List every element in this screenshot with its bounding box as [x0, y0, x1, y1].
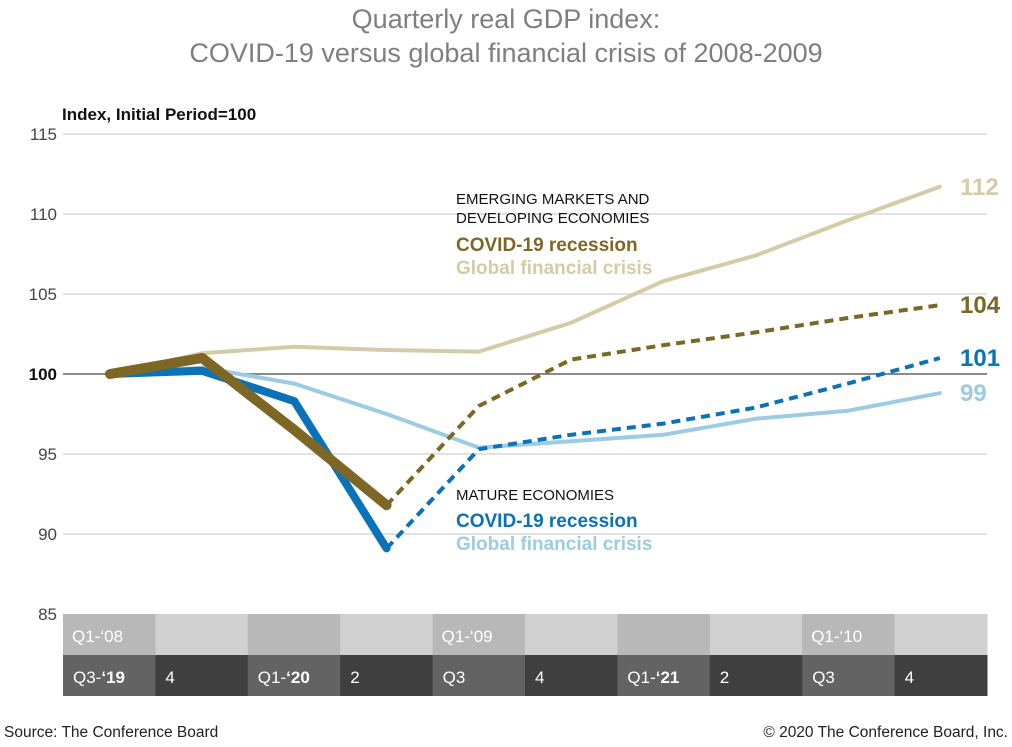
x-tick-label-gfc-text: Q1-‘10: [811, 627, 862, 646]
x-tick-label-covid-text: 2: [350, 668, 359, 687]
legend-em-gfc: Global financial crisis: [456, 258, 652, 279]
x-band-gfc-cell: [155, 614, 249, 655]
x-band-covid-cell: [155, 655, 249, 696]
x-band-gfc-cell: [247, 614, 341, 655]
x-band-covid-cell: [709, 655, 803, 696]
y-axis-label: Index, Initial Period=100: [62, 105, 256, 124]
x-tick-label-covid-text: Q1-: [258, 668, 286, 687]
x-band-covid-cell: [247, 655, 341, 696]
y-tick-label: 90: [38, 525, 57, 544]
y-tick-label: 110: [30, 205, 57, 224]
legend-mature-covid: COVID-19 recession: [456, 511, 638, 532]
y-tick-label: 115: [30, 125, 57, 144]
x-band-covid-cell: [802, 655, 896, 696]
x-tick-label-gfc-text: Q1-‘09: [442, 627, 493, 646]
x-band-covid-cell: [432, 655, 526, 696]
x-tick-label-covid: 4: [165, 668, 174, 687]
x-band-gfc-cell: [340, 614, 434, 655]
x-tick-label-covid-text: Q1-: [627, 668, 655, 687]
gdp-index-chart: 115 110 105 100 95 90 85 Index, Initial Period=…: [29, 105, 1001, 696]
series-line-em-gfc: [108, 184, 942, 376]
x-band-gfc-cell: [617, 614, 711, 655]
y-tick-label: 105: [29, 285, 57, 304]
x-tick-label-covid: Q3-‘19: [73, 668, 125, 687]
x-band-gfc-cell: [525, 614, 618, 655]
x-tick-label-gfc: Q1-‘09: [442, 627, 493, 646]
end-label-mature-gfc: 99: [960, 380, 987, 407]
x-tick-label-covid: 4: [535, 668, 544, 687]
x-tick-label-covid: Q1-‘21: [627, 668, 679, 687]
x-band-gfc-cell: [894, 614, 988, 655]
y-tick-label: 100: [29, 365, 57, 384]
source-note: Source: The Conference Board: [4, 724, 219, 741]
y-tick-label: 85: [38, 605, 57, 624]
x-tick-label-covid: Q3: [812, 668, 835, 687]
x-band-gfc-cell: [432, 614, 526, 655]
x-tick-label-covid: 2: [720, 668, 729, 687]
x-tick-label-gfc: Q1-‘10: [811, 627, 862, 646]
x-tick-label-covid-text: Q3-: [73, 668, 101, 687]
chart-title-line-2: COVID-19 versus global financial crisis …: [189, 38, 823, 68]
legend-mature-gfc: Global financial crisis: [456, 534, 652, 555]
end-label-em-gfc: 112: [960, 174, 999, 201]
x-band-gfc-cell: [802, 614, 896, 655]
legend-em-heading: EMERGING MARKETS AND: [456, 191, 650, 208]
x-tick-label-gfc-text: Q1-‘08: [72, 627, 123, 646]
y-tick-label: 95: [38, 445, 57, 464]
legend-em-covid: COVID-19 recession: [456, 235, 638, 256]
x-band-covid-cell: [525, 655, 618, 696]
legend-em-heading: DEVELOPING ECONOMIES: [456, 210, 649, 227]
x-tick-label-covid-text: 4: [905, 668, 914, 687]
x-tick-label-covid-text: 4: [535, 668, 544, 687]
x-band-covid-cell: [894, 655, 988, 696]
x-tick-label-covid: Q3: [443, 668, 466, 687]
chart-title-line-1: Quarterly real GDP index:: [351, 4, 661, 34]
x-band-covid-cell: [617, 655, 711, 696]
x-band-gfc-cell: [709, 614, 803, 655]
x-tick-label-covid-year: ‘21: [656, 668, 680, 687]
x-tick-label-covid-text: 4: [165, 668, 174, 687]
x-tick-label-covid: 4: [905, 668, 914, 687]
x-tick-label-covid: 2: [350, 668, 359, 687]
series-line-mature-covid-projected: [385, 356, 941, 550]
x-band-gfc-cell: [63, 614, 156, 655]
legend-mature-heading: MATURE ECONOMIES: [456, 487, 614, 504]
x-tick-label-covid: Q1-‘20: [258, 668, 310, 687]
series-line-mature-covid-actual: [106, 366, 391, 553]
series-line-em-covid-actual: [105, 353, 392, 511]
x-band-covid-cell: [340, 655, 434, 696]
x-tick-label-covid-text: Q3: [812, 668, 835, 687]
x-tick-label-covid-year: ‘19: [101, 668, 125, 687]
x-tick-label-covid-text: 2: [720, 668, 729, 687]
x-tick-label-covid-text: Q3: [443, 668, 466, 687]
x-band-covid-cell: [63, 655, 156, 696]
copyright-note: © 2020 The Conference Board, Inc.: [763, 724, 1008, 741]
x-tick-label-gfc: Q1-‘08: [72, 627, 123, 646]
series-line-mature-gfc: [108, 365, 942, 450]
end-label-mature-covid: 101: [960, 345, 1000, 372]
end-label-em-covid: 104: [960, 292, 1001, 319]
x-tick-label-covid-year: ‘20: [286, 668, 310, 687]
series-line-em-covid-projected: [385, 303, 941, 507]
